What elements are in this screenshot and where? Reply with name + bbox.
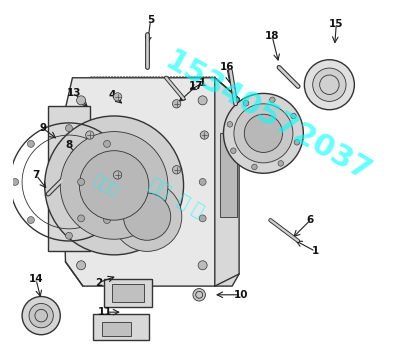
Circle shape: [277, 161, 283, 166]
Circle shape: [85, 131, 94, 139]
Bar: [102, 322, 131, 336]
Text: 微信：: 微信：: [90, 172, 121, 199]
Circle shape: [29, 303, 53, 328]
Circle shape: [45, 116, 183, 255]
Circle shape: [193, 288, 205, 301]
Circle shape: [198, 96, 207, 105]
Circle shape: [103, 217, 110, 223]
Circle shape: [113, 93, 121, 101]
Circle shape: [60, 132, 168, 239]
Circle shape: [65, 232, 72, 239]
Polygon shape: [214, 78, 238, 286]
Circle shape: [76, 261, 85, 270]
Bar: [103, 279, 152, 307]
Circle shape: [293, 140, 299, 145]
Circle shape: [199, 215, 206, 222]
Circle shape: [22, 296, 60, 335]
Text: 谁输  文 宝: 谁输 文 宝: [145, 175, 206, 220]
Circle shape: [103, 140, 110, 147]
Text: 11: 11: [98, 307, 112, 317]
Circle shape: [27, 140, 34, 147]
Text: 5: 5: [146, 15, 154, 26]
Text: 15: 15: [328, 19, 343, 29]
Circle shape: [11, 178, 18, 186]
Bar: [220, 133, 236, 217]
Circle shape: [172, 100, 180, 108]
Circle shape: [269, 97, 274, 103]
Circle shape: [199, 178, 206, 186]
Circle shape: [113, 171, 121, 179]
Bar: [48, 106, 90, 251]
Text: 4: 4: [108, 90, 116, 100]
Circle shape: [119, 178, 126, 186]
Text: 13: 13: [67, 89, 81, 98]
Circle shape: [27, 217, 34, 223]
Text: 1: 1: [311, 246, 318, 257]
Circle shape: [65, 125, 72, 132]
Circle shape: [230, 148, 236, 153]
Text: 8: 8: [65, 140, 72, 150]
Circle shape: [223, 93, 303, 173]
Circle shape: [227, 121, 232, 127]
Text: 9: 9: [39, 123, 46, 133]
Circle shape: [312, 68, 345, 102]
Circle shape: [200, 131, 208, 139]
Circle shape: [290, 113, 296, 119]
Circle shape: [303, 60, 353, 110]
Bar: [112, 284, 143, 302]
Circle shape: [198, 261, 207, 270]
Circle shape: [79, 151, 148, 220]
Text: 17: 17: [188, 82, 202, 91]
Text: 15340572037: 15340572037: [159, 46, 375, 188]
Polygon shape: [62, 78, 238, 286]
Circle shape: [233, 104, 292, 163]
Circle shape: [243, 100, 248, 106]
Text: 14: 14: [29, 274, 43, 284]
Text: 7: 7: [32, 170, 40, 180]
Circle shape: [77, 215, 84, 222]
Circle shape: [77, 178, 84, 186]
Circle shape: [251, 164, 256, 170]
Text: 2: 2: [94, 278, 102, 288]
Text: 1: 1: [198, 78, 206, 88]
Text: 6: 6: [306, 215, 313, 225]
Text: 18: 18: [264, 31, 279, 41]
Circle shape: [76, 96, 85, 105]
Circle shape: [172, 166, 180, 174]
Circle shape: [112, 182, 181, 251]
Text: 10: 10: [233, 290, 247, 300]
Circle shape: [123, 193, 170, 240]
Circle shape: [244, 114, 282, 153]
Bar: [93, 314, 148, 340]
Text: 16: 16: [219, 62, 234, 72]
